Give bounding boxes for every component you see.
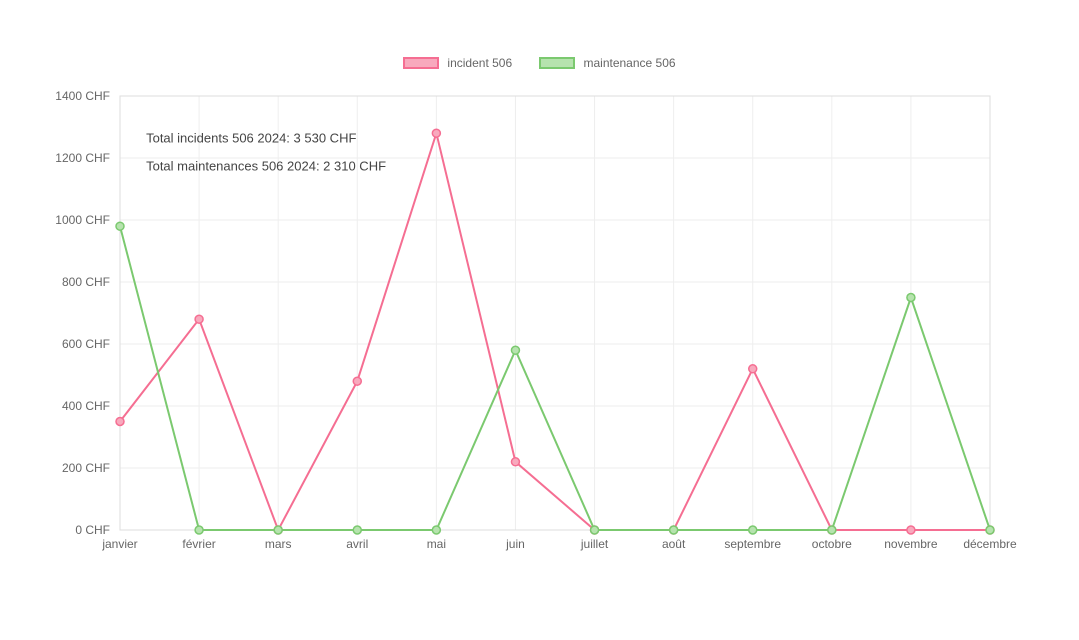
series-point-incident[interactable] [116,418,124,426]
series-point-incident[interactable] [749,365,757,373]
legend-label-incident: incident 506 [447,56,512,70]
x-tick-label: février [182,537,215,551]
y-tick-label: 800 CHF [62,275,110,289]
x-tick-label: août [662,537,686,551]
y-tick-label: 400 CHF [62,399,110,413]
annotation-1: Total maintenances 506 2024: 2 310 CHF [146,158,386,173]
series-point-incident[interactable] [195,315,203,323]
series-line-incident [120,133,990,530]
legend: incident 506 maintenance 506 [0,56,1079,72]
series-point-maintenance[interactable] [195,526,203,534]
y-tick-label: 1200 CHF [55,151,110,165]
series-point-maintenance[interactable] [274,526,282,534]
y-tick-label: 200 CHF [62,461,110,475]
series-point-incident[interactable] [353,377,361,385]
series-point-maintenance[interactable] [432,526,440,534]
x-tick-label: septembre [724,537,781,551]
series-point-maintenance[interactable] [828,526,836,534]
x-tick-label: décembre [963,537,1017,551]
legend-swatch-maintenance [539,57,575,69]
series-point-maintenance[interactable] [907,294,915,302]
y-tick-label: 1400 CHF [55,89,110,103]
series-point-maintenance[interactable] [353,526,361,534]
series-point-maintenance[interactable] [511,346,519,354]
series-point-incident[interactable] [511,458,519,466]
legend-item-incident[interactable]: incident 506 [403,56,512,70]
series-point-maintenance[interactable] [670,526,678,534]
series-point-maintenance[interactable] [116,222,124,230]
legend-label-maintenance: maintenance 506 [583,56,675,70]
x-tick-label: mars [265,537,292,551]
x-tick-label: avril [346,537,368,551]
series-point-incident[interactable] [907,526,915,534]
x-tick-label: octobre [812,537,852,551]
x-tick-label: janvier [101,537,137,551]
y-tick-label: 1000 CHF [55,213,110,227]
series-line-maintenance [120,226,990,530]
series-point-incident[interactable] [432,129,440,137]
series-point-maintenance[interactable] [986,526,994,534]
legend-swatch-incident [403,57,439,69]
series-point-maintenance[interactable] [749,526,757,534]
x-tick-label: juin [505,537,525,551]
annotation-0: Total incidents 506 2024: 3 530 CHF [146,131,356,146]
chart-container: incident 506 maintenance 506 0 CHF 200 CH… [0,0,1079,640]
chart-svg: 0 CHF 200 CHF 400 CHF 600 CHF 800 CHF 1000 CH… [0,0,1079,640]
series-point-maintenance[interactable] [591,526,599,534]
legend-item-maintenance[interactable]: maintenance 506 [539,56,675,70]
x-tick-label: juillet [580,537,609,551]
x-tick-label: mai [427,537,446,551]
y-tick-label: 0 CHF [75,523,110,537]
x-tick-label: novembre [884,537,938,551]
y-tick-label: 600 CHF [62,337,110,351]
